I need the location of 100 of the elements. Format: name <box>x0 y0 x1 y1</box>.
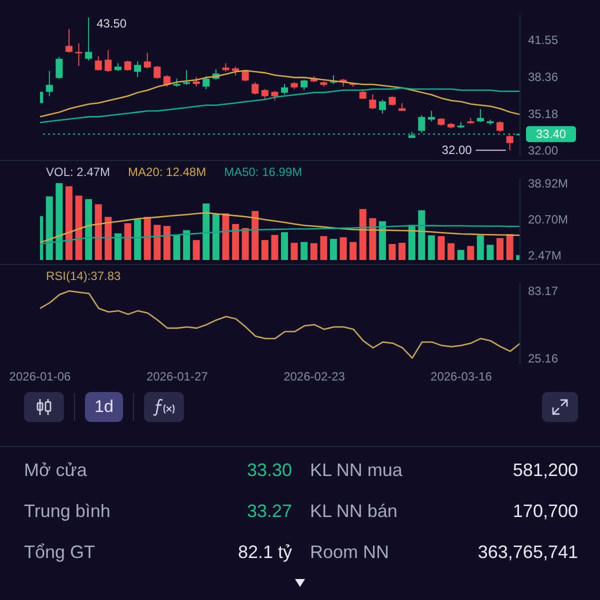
candlestick <box>134 60 142 78</box>
candlestick <box>428 110 435 122</box>
bar <box>94 204 102 260</box>
y-tick-label: 32.00 <box>528 143 558 158</box>
bar <box>163 226 170 260</box>
series-label: RSI(14):37.83 <box>46 269 121 283</box>
x-tick-label: 2026-01-27 <box>146 370 208 384</box>
bar <box>232 224 240 260</box>
candlestick <box>124 60 132 72</box>
bar <box>192 240 200 260</box>
bar <box>457 250 464 260</box>
series-label: VOL: 2.47M <box>46 165 110 179</box>
candlestick <box>388 96 396 106</box>
candlestick <box>75 42 82 66</box>
candlestick <box>418 114 426 134</box>
bar <box>359 209 366 260</box>
bar <box>154 224 161 260</box>
candlestick <box>104 50 112 72</box>
line-series <box>40 290 520 359</box>
bar <box>369 218 376 260</box>
bar <box>428 235 435 260</box>
bar <box>438 236 445 260</box>
annotation: 32.00 <box>442 143 472 158</box>
candlestick <box>378 99 386 114</box>
bar <box>448 243 455 260</box>
candlestick <box>202 76 210 90</box>
bar <box>252 211 259 260</box>
text: 82.1 tỷ <box>238 542 292 563</box>
bar <box>506 234 514 260</box>
text: Trung bình <box>24 501 110 522</box>
bar <box>114 233 122 260</box>
y-tick-label: 20.70M <box>528 212 568 226</box>
text: KL NN bán <box>310 501 398 522</box>
bar <box>378 221 386 260</box>
candlestick <box>271 90 278 101</box>
bar <box>222 213 230 260</box>
text: MA50: 16.99M <box>224 165 302 179</box>
y-tick-label: 2.47M <box>528 248 562 262</box>
candlestick <box>144 52 151 69</box>
candlestick <box>85 16 92 62</box>
bar <box>271 234 278 260</box>
bar <box>418 210 426 260</box>
bar <box>290 242 298 260</box>
text: Tổng GT <box>24 542 96 563</box>
bar <box>350 242 357 260</box>
text: MA20: 12.48M <box>128 165 206 179</box>
bar <box>320 236 328 260</box>
bar <box>398 242 406 260</box>
y-tick-label: 35.18 <box>528 106 558 121</box>
candlestick <box>506 134 514 151</box>
text: 363,765,741 <box>478 542 578 563</box>
line-series <box>40 224 520 245</box>
text: 581,200 <box>512 460 578 481</box>
candlestick <box>65 28 72 54</box>
bar <box>281 232 288 260</box>
bar <box>134 219 142 260</box>
text: 1d <box>85 392 123 422</box>
candlestick <box>261 88 268 100</box>
bar <box>340 237 347 260</box>
candlestick <box>94 56 102 72</box>
bar <box>183 230 190 260</box>
bar <box>104 216 112 260</box>
candlestick <box>369 94 376 110</box>
line-series <box>40 87 520 124</box>
bar <box>242 228 249 260</box>
bar <box>300 242 308 260</box>
text: Mở cửa <box>24 460 87 481</box>
text: 33.30 <box>246 460 292 481</box>
bar <box>467 246 474 260</box>
text: KL NN mua <box>310 460 402 481</box>
bar <box>486 244 494 260</box>
bar <box>144 216 151 260</box>
bar <box>75 196 82 260</box>
candlestick <box>192 76 200 88</box>
bar <box>330 238 337 260</box>
candlestick <box>56 56 63 80</box>
bar <box>261 240 268 260</box>
y-tick-label: 25.16 <box>528 351 558 366</box>
x-tick-label: 2026-02-23 <box>284 370 346 384</box>
bar <box>408 224 416 260</box>
y-tick-label: 38.92M <box>528 176 568 190</box>
candlestick <box>476 108 484 123</box>
candlestick <box>281 83 288 95</box>
line-series <box>40 212 520 244</box>
ref-line-label: 33.40 <box>536 127 566 142</box>
y-tick-label: 38.36 <box>528 70 558 84</box>
bar <box>496 238 504 260</box>
bar <box>85 199 92 260</box>
candlestick <box>300 79 308 91</box>
candlestick <box>252 82 259 95</box>
candlestick <box>183 70 190 86</box>
text: 33.27 <box>246 501 292 522</box>
annotation: 43.50 <box>96 16 127 30</box>
bar <box>476 235 484 260</box>
bar <box>212 214 220 260</box>
x-tick-label: 2026-01-06 <box>9 370 72 384</box>
x-tick-label: 2026-03-16 <box>430 370 492 384</box>
bar <box>173 235 180 260</box>
bar <box>65 186 72 260</box>
text: Room NN <box>310 542 390 563</box>
